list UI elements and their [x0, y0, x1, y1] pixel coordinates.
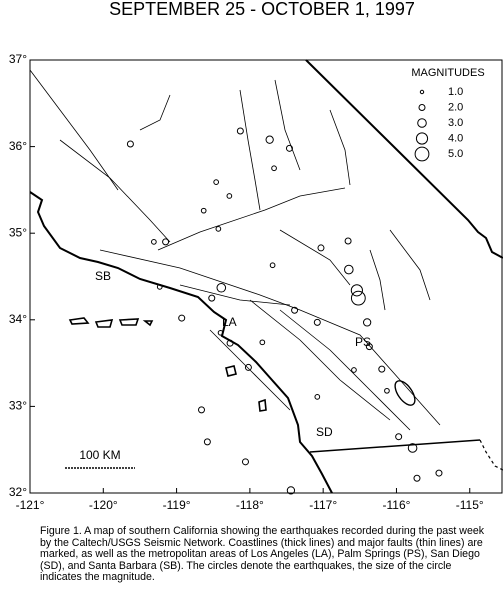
map: SEPTEMBER 25 - OCTOBER 1, 1997 — [9, 0, 503, 512]
legend-circle — [419, 89, 425, 95]
y-tick-label: 36° — [9, 139, 27, 153]
earthquake — [395, 433, 403, 441]
legend-label: 2.0 — [448, 101, 463, 113]
legend-label: 1.0 — [448, 86, 463, 98]
place-label: SD — [316, 425, 333, 439]
y-tick-label: 37° — [9, 52, 27, 66]
map-frame — [29, 59, 503, 494]
earthquake — [236, 127, 244, 135]
earthquake — [217, 329, 224, 336]
earthquake — [362, 318, 372, 327]
y-tick-label: 34° — [9, 312, 27, 326]
earthquake — [151, 239, 157, 245]
earthquake — [314, 394, 321, 400]
earthquake — [344, 264, 354, 275]
earthquake — [365, 343, 373, 351]
faults — [29, 69, 441, 431]
x-tick-label: -115° — [456, 498, 484, 512]
earthquake — [291, 306, 299, 314]
y-tick-label: 35° — [9, 225, 27, 239]
earthquake — [285, 144, 293, 152]
caption: Figure 1. A map of southern California s… — [40, 525, 485, 584]
earthquake — [156, 284, 163, 290]
earthquake — [259, 339, 266, 346]
earthquake — [269, 262, 276, 269]
state-border — [305, 59, 503, 259]
title: SEPTEMBER 25 - OCTOBER 1, 1997 — [109, 0, 415, 19]
place-label: PS — [355, 335, 371, 349]
earthquake — [317, 244, 325, 252]
earthquake — [344, 237, 352, 245]
earthquake — [226, 339, 234, 347]
earthquake — [265, 135, 274, 144]
earthquake — [208, 294, 216, 302]
x-tick-label: -121° — [16, 498, 45, 512]
earthquake — [286, 486, 296, 495]
legend-label: 3.0 — [448, 117, 463, 129]
earthquake — [351, 367, 357, 373]
legend-label: 4.0 — [448, 132, 463, 144]
earthquake — [378, 365, 386, 373]
coastline — [29, 191, 333, 494]
scale-label: 100 KM — [79, 448, 120, 462]
earthquake — [162, 238, 170, 246]
legend-circle — [417, 118, 427, 128]
x-tick-label: -118° — [236, 498, 264, 512]
x-tick-label: -120° — [89, 498, 118, 512]
y-tick-label: 33° — [9, 399, 27, 413]
border-dashed — [479, 439, 503, 471]
y-tick-label: 32° — [9, 485, 27, 499]
legend-label: 5.0 — [448, 148, 463, 160]
earthquake — [216, 282, 227, 293]
island — [68, 317, 267, 412]
x-tick-label: -117° — [309, 498, 337, 512]
earthquake — [271, 165, 277, 172]
earthquake — [407, 443, 418, 453]
legend-circle — [414, 146, 430, 162]
earthquake — [350, 290, 366, 306]
earthquake — [244, 363, 252, 371]
earthquake — [198, 406, 206, 414]
place-label: SB — [95, 269, 111, 283]
earthquake — [435, 469, 443, 477]
earthquake — [226, 193, 233, 199]
earthquake — [126, 140, 134, 148]
place-label: LA — [222, 315, 237, 329]
earthquake — [203, 438, 211, 446]
earthquake — [213, 179, 220, 185]
legend-title: MAGNITUDES — [411, 67, 484, 79]
map-features — [29, 59, 503, 494]
earthquake — [384, 387, 390, 394]
x-tick-label: -119° — [163, 498, 191, 512]
salton-sea — [394, 380, 416, 406]
earthquake — [178, 314, 186, 322]
earthquake — [215, 226, 222, 232]
legend-circle — [418, 104, 426, 111]
earthquake — [413, 474, 421, 482]
x-tick-label: -116° — [382, 498, 410, 512]
legend-circle — [415, 132, 429, 145]
earthquake — [200, 207, 207, 214]
state-border — [309, 439, 481, 453]
earthquake — [241, 458, 249, 466]
earthquake — [313, 318, 321, 326]
earthquake — [350, 284, 363, 297]
